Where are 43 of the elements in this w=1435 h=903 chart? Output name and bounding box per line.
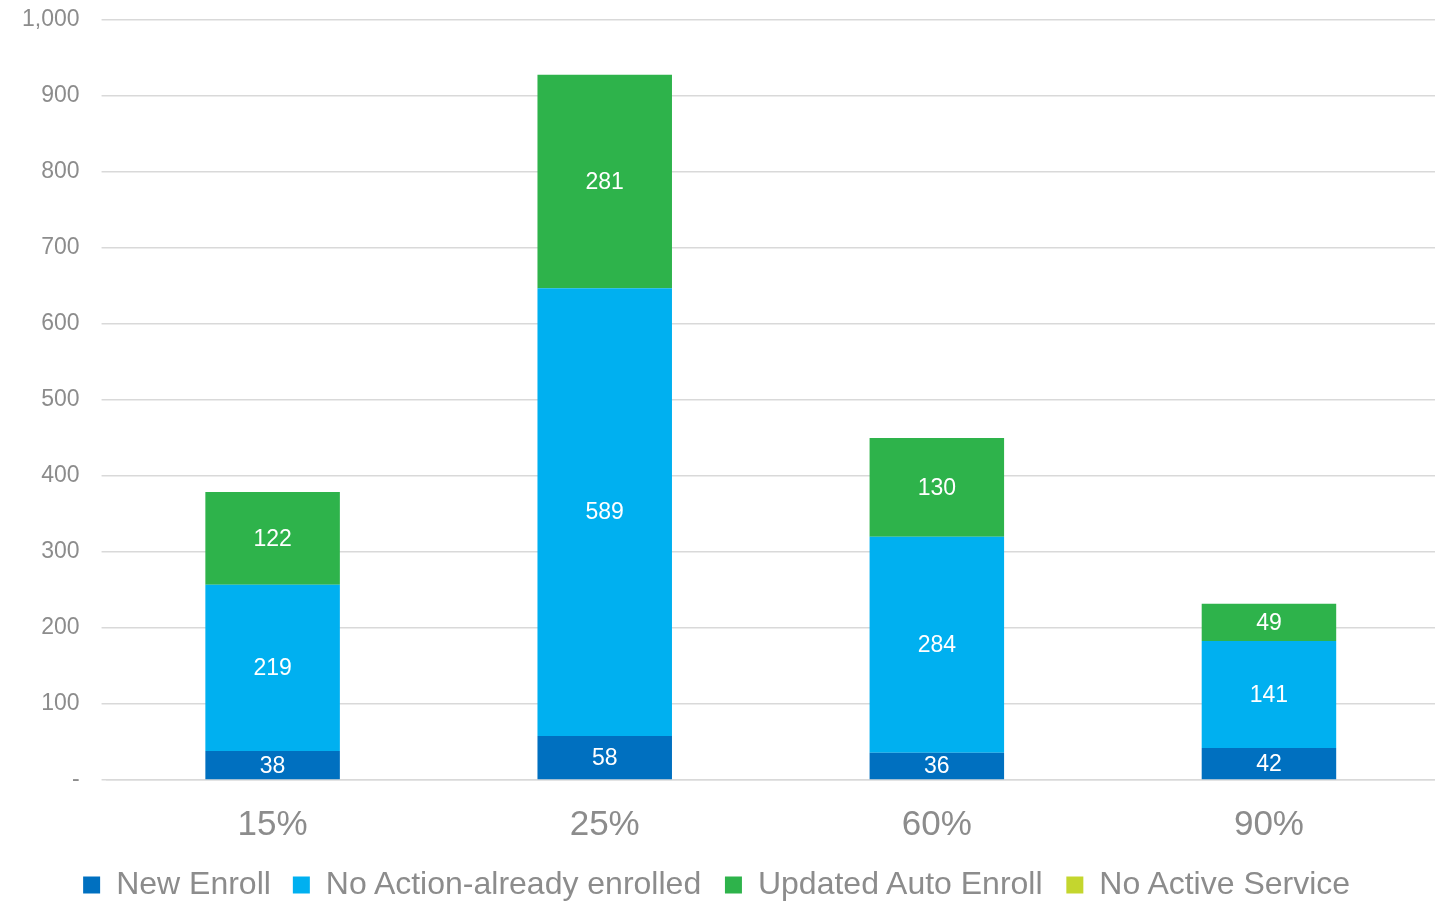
y-tick-label: 500 (41, 385, 80, 412)
y-tick-label: 1,000 (21, 5, 80, 32)
legend-label: No Active Service (1099, 864, 1351, 901)
x-tick-label: 25% (569, 802, 640, 842)
y-tick-label: 200 (41, 613, 80, 640)
y-tick-label: 800 (41, 157, 80, 184)
y-tick-label: 300 (41, 537, 80, 564)
bar (205, 584, 340, 752)
x-tick-label: 15% (237, 802, 308, 842)
data-label: 219 (253, 654, 292, 681)
bar (869, 438, 1005, 537)
bar (1201, 640, 1337, 749)
y-tick-label: 100 (41, 689, 80, 716)
bar (1201, 603, 1337, 641)
data-label: 141 (1249, 680, 1289, 707)
data-label: 42 (1256, 750, 1282, 777)
y-tick-label: - (71, 765, 80, 792)
y-tick-label: 700 (41, 233, 80, 260)
bar (1201, 748, 1337, 780)
bar (205, 491, 340, 585)
x-tick-label: 90% (1233, 802, 1304, 842)
bar (537, 735, 672, 780)
data-label: 36 (924, 752, 950, 779)
x-tick-label: 60% (901, 802, 972, 842)
bar (869, 752, 1005, 780)
data-label: 284 (917, 631, 957, 658)
legend-label: New Enroll (116, 864, 271, 901)
y-tick-label: 400 (41, 461, 80, 488)
legend-label: No Action-already enrolled (325, 864, 702, 901)
bar (205, 751, 340, 780)
bar (869, 536, 1005, 753)
y-tick-label: 900 (41, 81, 80, 108)
data-label: 589 (585, 498, 624, 525)
data-label: 122 (253, 524, 292, 551)
data-label: 38 (259, 751, 286, 778)
data-label: 130 (917, 473, 957, 500)
data-label: 281 (585, 167, 624, 194)
legend-label: Updated Auto Enroll (757, 864, 1043, 901)
data-label: 58 (591, 743, 618, 770)
data-label: 49 (1256, 608, 1282, 635)
bar (537, 288, 672, 736)
y-tick-label: 600 (41, 309, 80, 336)
bar (537, 74, 672, 289)
